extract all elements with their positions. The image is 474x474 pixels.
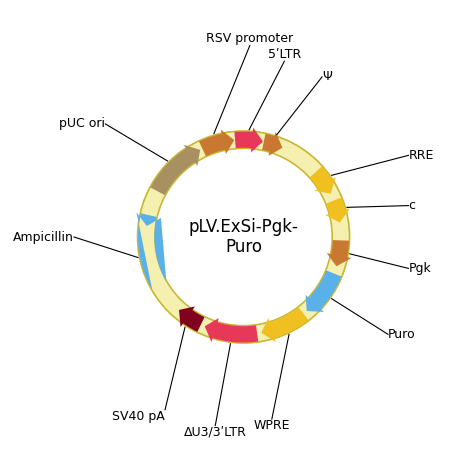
Polygon shape [137, 212, 166, 290]
Text: SV40 pA: SV40 pA [112, 410, 165, 423]
Polygon shape [262, 132, 283, 156]
Text: WPRE: WPRE [254, 419, 290, 432]
Polygon shape [326, 198, 350, 223]
Polygon shape [327, 240, 351, 266]
Text: RRE: RRE [409, 149, 434, 162]
Text: pLV.ExSi-Pgk-
Puro: pLV.ExSi-Pgk- Puro [189, 218, 299, 256]
Polygon shape [205, 318, 258, 343]
Polygon shape [310, 166, 336, 193]
Polygon shape [234, 128, 263, 153]
Text: pUC ori: pUC ori [59, 118, 105, 130]
Polygon shape [199, 129, 234, 156]
Text: ΔU3/3ʹLTR: ΔU3/3ʹLTR [184, 425, 247, 438]
Text: 5ʹLTR: 5ʹLTR [268, 48, 301, 61]
Text: c: c [409, 199, 415, 212]
Text: Ampicillin: Ampicillin [13, 230, 74, 244]
Text: Pgk: Pgk [409, 262, 431, 275]
Polygon shape [306, 270, 341, 312]
Text: RSV promoter: RSV promoter [206, 32, 293, 46]
Circle shape [137, 131, 349, 343]
Polygon shape [261, 307, 309, 342]
Polygon shape [150, 145, 200, 195]
Text: Puro: Puro [388, 328, 416, 341]
Circle shape [155, 148, 332, 326]
Polygon shape [179, 307, 204, 332]
Text: Ψ: Ψ [322, 70, 332, 83]
